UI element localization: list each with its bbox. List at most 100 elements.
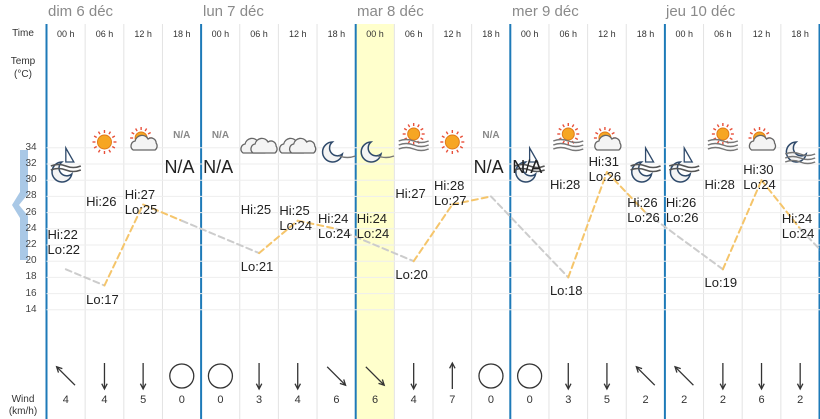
temperature-label: Hi:30 Lo:24 (743, 162, 776, 192)
arrow-down-icon (603, 363, 611, 391)
sun-icon (440, 130, 465, 154)
day-title: mar 8 déc (357, 3, 424, 20)
time-label: 12 h (134, 29, 152, 39)
calm-circle-icon (516, 363, 543, 389)
day-title: lun 7 déc (203, 3, 264, 20)
temp-row-label: Temp (10, 56, 36, 67)
time-label: 12 h (598, 29, 616, 39)
high-temp-label: Hi:25 (279, 202, 310, 218)
temperature-label: Lo:20 (395, 267, 428, 282)
low-temp-label: Lo:24 (318, 225, 351, 241)
wind-speed-value: 5 (603, 394, 610, 406)
forecast-line-segment (142, 203, 183, 222)
trend-line-segment (644, 211, 724, 271)
calm-circle-icon (169, 363, 195, 389)
y-tick-label: 30 (25, 174, 37, 186)
svg-text:N/A: N/A (173, 130, 190, 141)
time-label: 06 h (250, 29, 268, 39)
sun-cloud-icon (593, 127, 622, 151)
high-temp-label: Hi:30 (743, 162, 774, 178)
high-temp-label: Hi:28 (704, 177, 735, 193)
time-label: 18 h (636, 29, 655, 39)
time-label: 18 h (791, 29, 809, 39)
wind-speed-value: 6 (371, 394, 379, 406)
y-tick-label: 20 (25, 255, 37, 267)
time-label: 18 h (482, 29, 500, 39)
low-temp-label: Lo:26 (588, 169, 622, 185)
high-temp-label: Hi:26 (665, 194, 697, 210)
temperature-label: Hi:28 Lo:27 (434, 178, 467, 208)
na-temperature-label: N/A (512, 157, 543, 177)
temperature-label: Lo:21 (241, 259, 274, 274)
time-label: 00 h (520, 29, 539, 39)
arrow-down-icon (564, 363, 572, 391)
temperature-label: Hi:28 (705, 177, 735, 192)
time-label: 06 h (404, 29, 423, 39)
temperature-label: Lo:18 (550, 283, 583, 298)
low-temp-label: Lo:25 (124, 201, 158, 217)
time-label: 18 h (327, 29, 346, 39)
forecast-line-segment (103, 203, 145, 287)
cloud-icon (278, 137, 317, 154)
forecast-line-segment (412, 203, 454, 263)
temp-unit-label: (°C) (14, 69, 32, 80)
high-temp-label: Hi:28 (434, 178, 465, 194)
arrow-down-icon (719, 363, 727, 391)
calm-circle-icon (207, 363, 234, 389)
high-temp-label: Hi:26 (627, 194, 658, 210)
temperature-label: Hi:22 Lo:22 (48, 227, 81, 257)
moon-haze-icon (784, 141, 816, 165)
temperature-label: Hi:28 (550, 177, 580, 192)
y-tick-label: 34 (25, 141, 37, 153)
previous-period-button[interactable] (10, 148, 30, 262)
temperature-label: Hi:25 (241, 202, 271, 217)
arrow-up-left-icon (55, 365, 76, 386)
trend-line-segment (180, 219, 261, 255)
temperature-label: Hi:24 Lo:24 (782, 211, 815, 241)
sun-haze-icon (398, 123, 429, 152)
wind-speed-value: 4 (101, 394, 108, 406)
temperature-label: Hi:25 Lo:24 (279, 203, 312, 233)
arrow-down-icon (101, 363, 108, 391)
wind-row-label: Wind (11, 394, 35, 405)
high-temp-label: Hi:24 (356, 210, 388, 226)
wind-speed-value: 5 (140, 394, 147, 406)
temperature-label: Lo:17 (86, 292, 119, 307)
cloud-icon (240, 137, 278, 154)
moon-sail-icon (630, 145, 661, 183)
calm-circle-icon (478, 363, 504, 389)
selected-column-highlight (355, 24, 395, 419)
arrow-down-icon (294, 363, 302, 391)
day-title: jeu 10 déc (666, 3, 736, 20)
temperature-label: Hi:27 (395, 186, 425, 201)
sun-cloud-icon (748, 127, 777, 151)
y-tick-label: 28 (25, 190, 37, 202)
forecast-line-segment (567, 171, 608, 279)
wind-speed-value: 6 (758, 394, 765, 406)
moon-icon (321, 141, 356, 163)
time-label: 06 h (559, 29, 578, 39)
temperature-label: Hi:26 Lo:26 (666, 195, 699, 225)
forecast-line-segment (451, 195, 492, 206)
na-badge-icon: N/A (212, 130, 229, 141)
wind-speed-value: 2 (681, 394, 688, 406)
temperature-label: Hi:27 Lo:25 (125, 187, 158, 217)
wind-speed-value: 0 (487, 394, 495, 406)
low-temp-label: Lo:21 (240, 259, 274, 275)
y-tick-label: 32 (25, 158, 37, 169)
wind-speed-value: 6 (333, 394, 340, 406)
wind-speed-value: 4 (294, 394, 301, 406)
moon-icon (360, 141, 395, 163)
arrow-down-right-icon (326, 366, 347, 387)
forecast-line-segment (258, 219, 299, 255)
wind-speed-value: 3 (256, 394, 263, 406)
y-tick-label: 14 (25, 303, 37, 315)
low-temp-label: Lo:26 (665, 209, 699, 225)
arrow-down-icon (410, 363, 417, 391)
arrow-down-right-icon (365, 366, 386, 387)
svg-text:N/A: N/A (212, 130, 229, 141)
low-temp-label: Lo:24 (279, 217, 312, 233)
high-temp-label: Hi:24 (781, 210, 813, 226)
sun-icon (92, 130, 117, 154)
